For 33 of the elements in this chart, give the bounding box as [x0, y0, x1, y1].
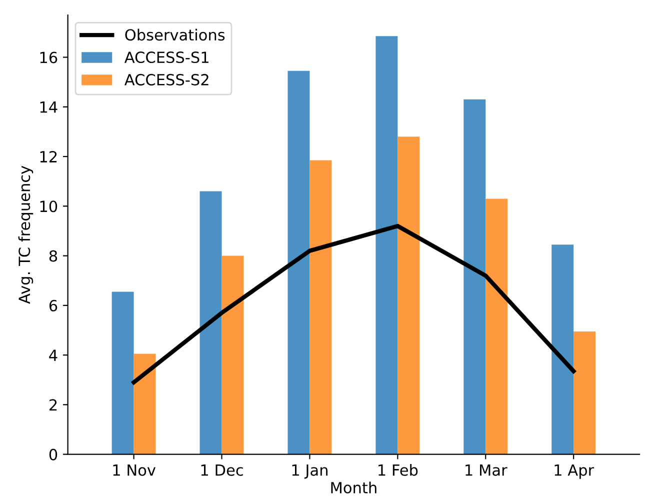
- y-tick-label: 2: [50, 399, 57, 410]
- x-tick-label: 1 Mar: [466, 464, 508, 476]
- bar: [200, 191, 222, 454]
- y-tick-label: 0: [49, 448, 58, 460]
- y-tick-label: 14: [40, 102, 58, 113]
- x-tick-label: 1 Apr: [554, 464, 594, 479]
- x-tick-label: 1 Jan: [292, 464, 328, 479]
- y-tick-label: 8: [49, 250, 58, 262]
- y-tick-label: 10: [40, 200, 58, 212]
- legend-label: ACCESS-S1: [124, 52, 208, 64]
- y-tick-label: 4: [49, 350, 58, 361]
- bar: [134, 354, 156, 454]
- bar: [222, 256, 244, 454]
- x-axis-title: Month: [331, 482, 376, 494]
- y-tick-label: 16: [40, 52, 58, 64]
- y-tick-label: 6: [49, 300, 58, 312]
- y-axis-title: Avg. TC frequency: [18, 166, 34, 304]
- bar: [310, 160, 332, 454]
- bar: [486, 198, 508, 454]
- x-tick-label: 1 Dec: [201, 464, 243, 476]
- bar: [552, 244, 574, 454]
- legend-label: ACCESS-S2: [124, 74, 208, 86]
- bar: [398, 136, 420, 454]
- bar: [574, 331, 596, 454]
- legend-label: Observations: [125, 28, 225, 41]
- bar: [288, 70, 310, 454]
- y-tick-label: 12: [40, 150, 57, 162]
- x-tick-label: 1 Nov: [113, 464, 156, 476]
- bar: [112, 292, 134, 454]
- line-series: [132, 224, 576, 384]
- x-tick-label: 1 Feb: [378, 464, 418, 476]
- bar: [376, 36, 398, 454]
- bar: [464, 99, 486, 454]
